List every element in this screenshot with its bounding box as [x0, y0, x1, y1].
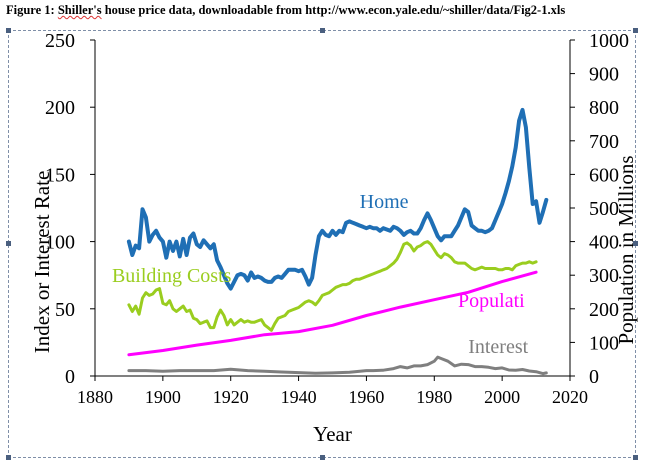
right-y-tick-label: 700: [589, 131, 619, 153]
right-y-tick-label: 800: [589, 97, 619, 119]
left-y-tick-label: 100: [45, 232, 75, 254]
resize-handle-top-left[interactable]: [6, 28, 11, 33]
caption-prefix: Figure 1:: [6, 3, 58, 17]
series-line-populati: [127, 270, 538, 357]
left-y-tick-label: 150: [45, 164, 75, 186]
left-y-axis-title: Index or Interest Rate: [30, 171, 54, 354]
series-label-populati: Populati: [458, 290, 525, 312]
left-y-tick-label: 250: [45, 30, 75, 52]
resize-handle-bottom-left[interactable]: [6, 455, 11, 460]
x-tick-label: 1920: [213, 387, 249, 407]
caption-rest: house price data, downloadable from http…: [101, 3, 566, 17]
right-y-tick-label: 1000: [589, 30, 629, 52]
resize-handle-middle-left[interactable]: [6, 241, 11, 246]
caption-misspelled-word: Shiller's: [57, 3, 102, 17]
x-tick-label: 1980: [416, 387, 452, 407]
x-tick-label: 1880: [77, 387, 113, 407]
x-tick-label: 1900: [145, 387, 181, 407]
left-y-tick-label: 50: [55, 299, 75, 321]
resize-handle-bottom-right[interactable]: [633, 455, 638, 460]
right-y-axis-title: Population in Millions: [614, 155, 638, 344]
resize-handle-top-right[interactable]: [633, 28, 638, 33]
series-line-interest: [127, 355, 548, 376]
resize-handle-top-middle[interactable]: [320, 28, 325, 33]
x-tick-label: 1960: [348, 387, 384, 407]
right-y-tick-label: 0: [589, 366, 599, 388]
series-line-building-costs: [127, 240, 538, 332]
x-tick-label: 1940: [281, 387, 317, 407]
series-label-home: Home: [360, 191, 409, 213]
series-label-interest: Interest: [468, 336, 528, 358]
resize-handle-middle-right[interactable]: [633, 241, 638, 246]
right-y-tick-label: 500: [589, 198, 619, 220]
right-y-tick-label: 200: [589, 299, 619, 321]
right-y-tick-label: 300: [589, 265, 619, 287]
x-tick-label: 2020: [552, 387, 588, 407]
figure-caption: Figure 1: Shiller's house price data, do…: [6, 3, 656, 25]
right-y-tick-label: 600: [589, 164, 619, 186]
series-line-home: [126, 107, 549, 291]
resize-handle-bottom-middle[interactable]: [320, 455, 325, 460]
left-y-tick-label: 0: [65, 366, 75, 388]
right-y-tick-label: 100: [589, 332, 619, 354]
x-tick-label: 2000: [484, 387, 520, 407]
right-y-tick-label: 400: [589, 232, 619, 254]
right-y-tick-label: 900: [589, 64, 619, 86]
left-y-tick-label: 200: [45, 97, 75, 119]
series-label-building-costs: Building Costs: [112, 265, 232, 287]
x-axis-title: Year: [313, 422, 352, 446]
